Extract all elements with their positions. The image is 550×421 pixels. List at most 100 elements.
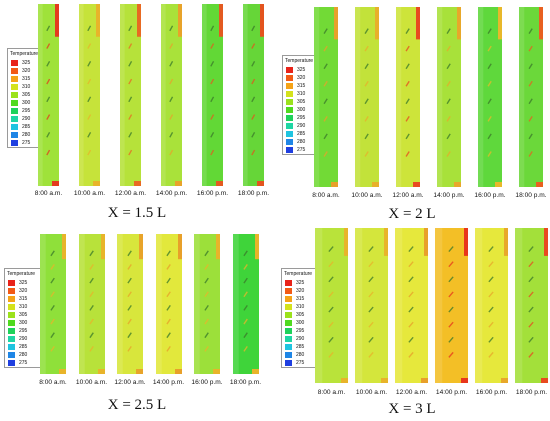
louver-slat: [488, 261, 494, 268]
contour-strip: [395, 228, 428, 383]
louver-slat: [127, 264, 132, 270]
louver-slat: [165, 305, 171, 311]
hot-edge: [375, 7, 379, 40]
louver-slat: [405, 80, 410, 87]
legend-value: 285: [19, 344, 28, 350]
legend-value: 280: [296, 352, 305, 358]
contour-field: [519, 7, 543, 187]
louver-slat: [328, 336, 334, 343]
contour-band: [355, 7, 361, 187]
contour-band: [78, 234, 85, 374]
hot-edge: [219, 4, 223, 37]
contour-band: [243, 4, 248, 186]
hot-edge: [504, 228, 508, 256]
contour-band: [79, 4, 84, 186]
louver-slat: [323, 63, 328, 70]
louver-slat: [448, 351, 454, 358]
legend-entry: 295: [5, 327, 47, 335]
legend-swatch: [285, 320, 292, 326]
contour-band: [155, 234, 162, 374]
louver-slat: [364, 28, 369, 34]
legend-value: 320: [297, 75, 306, 81]
louver-slat: [528, 28, 533, 34]
louver-slat: [528, 351, 534, 358]
louver-slat: [251, 114, 256, 120]
contour-strip: [435, 228, 468, 383]
legend-swatch: [286, 91, 293, 97]
contour-strip: [194, 234, 220, 374]
legend-swatch: [285, 304, 292, 310]
contour-strip: [519, 7, 543, 187]
louver-slat: [46, 114, 51, 120]
louver-slat: [127, 291, 132, 298]
louver-slat: [448, 336, 454, 343]
louver-slat: [328, 321, 334, 328]
louver-slat: [528, 63, 533, 70]
contour-background: [155, 234, 182, 374]
legend-value: 280: [19, 352, 28, 358]
time-label: 12:00 a.m.: [114, 190, 147, 197]
contour-band: [314, 7, 320, 187]
contour-band: [355, 228, 363, 383]
louver-slat: [487, 151, 492, 157]
hot-edge: [498, 7, 502, 40]
contour-field: [515, 228, 548, 383]
legend-value: 290: [296, 336, 305, 342]
louver-slat: [446, 28, 451, 34]
louver-slat: [488, 246, 494, 253]
hot-edge: [139, 234, 143, 260]
hot-corner: [216, 181, 223, 186]
contour-band: [117, 234, 123, 374]
legend-entry: 300: [5, 319, 47, 327]
louver-slat: [204, 277, 209, 284]
legend-swatch: [8, 288, 15, 294]
louver-slat: [368, 261, 374, 268]
louver-slat: [528, 291, 534, 298]
louver-slat: [251, 131, 256, 138]
legend-swatch: [285, 360, 292, 366]
legend-swatch: [286, 83, 293, 89]
louver-slat: [210, 96, 215, 103]
legend-swatch: [285, 352, 292, 358]
louver-slat: [46, 43, 51, 49]
louver-slat: [165, 264, 171, 270]
legend-swatch: [11, 100, 18, 106]
louver-slat: [46, 149, 51, 156]
louver-slat: [169, 149, 174, 156]
legend-swatch: [11, 132, 18, 138]
contour-field: [243, 4, 264, 186]
legend-entry: 285: [8, 123, 50, 131]
louver-slat: [169, 96, 174, 103]
contour-field: [355, 228, 388, 383]
legend-value: 295: [296, 328, 305, 334]
louver-slat: [446, 115, 451, 122]
louver-slat: [448, 291, 454, 298]
contour-background: [515, 228, 548, 383]
louver-slat: [46, 78, 51, 85]
legend-value: 320: [22, 68, 31, 74]
louver-slat: [87, 25, 92, 32]
legend-swatch: [285, 336, 292, 342]
louver-slat: [242, 264, 248, 270]
legend-entry: 320: [5, 287, 47, 295]
contour-field: [38, 4, 59, 186]
legend-swatch: [285, 312, 292, 318]
louver-slat: [328, 306, 334, 313]
time-label: 8:00 a.m.: [317, 389, 346, 396]
legend-swatch: [8, 320, 15, 326]
hot-corner: [413, 182, 420, 187]
louver-slat: [169, 78, 174, 85]
louver-slat: [251, 25, 256, 32]
time-label: 8:00 a.m.: [39, 379, 67, 386]
louver-slat: [448, 306, 454, 313]
legend-value: 325: [22, 60, 31, 66]
hot-corner: [461, 378, 468, 383]
louver-slat: [50, 318, 55, 325]
contour-band: [435, 228, 443, 383]
louver-slat: [204, 264, 209, 270]
legend-entry: 300: [8, 99, 50, 107]
contour-band: [315, 228, 323, 383]
louver-slat: [364, 45, 369, 52]
legend-value: 300: [297, 107, 306, 113]
contour-background: [243, 4, 264, 186]
